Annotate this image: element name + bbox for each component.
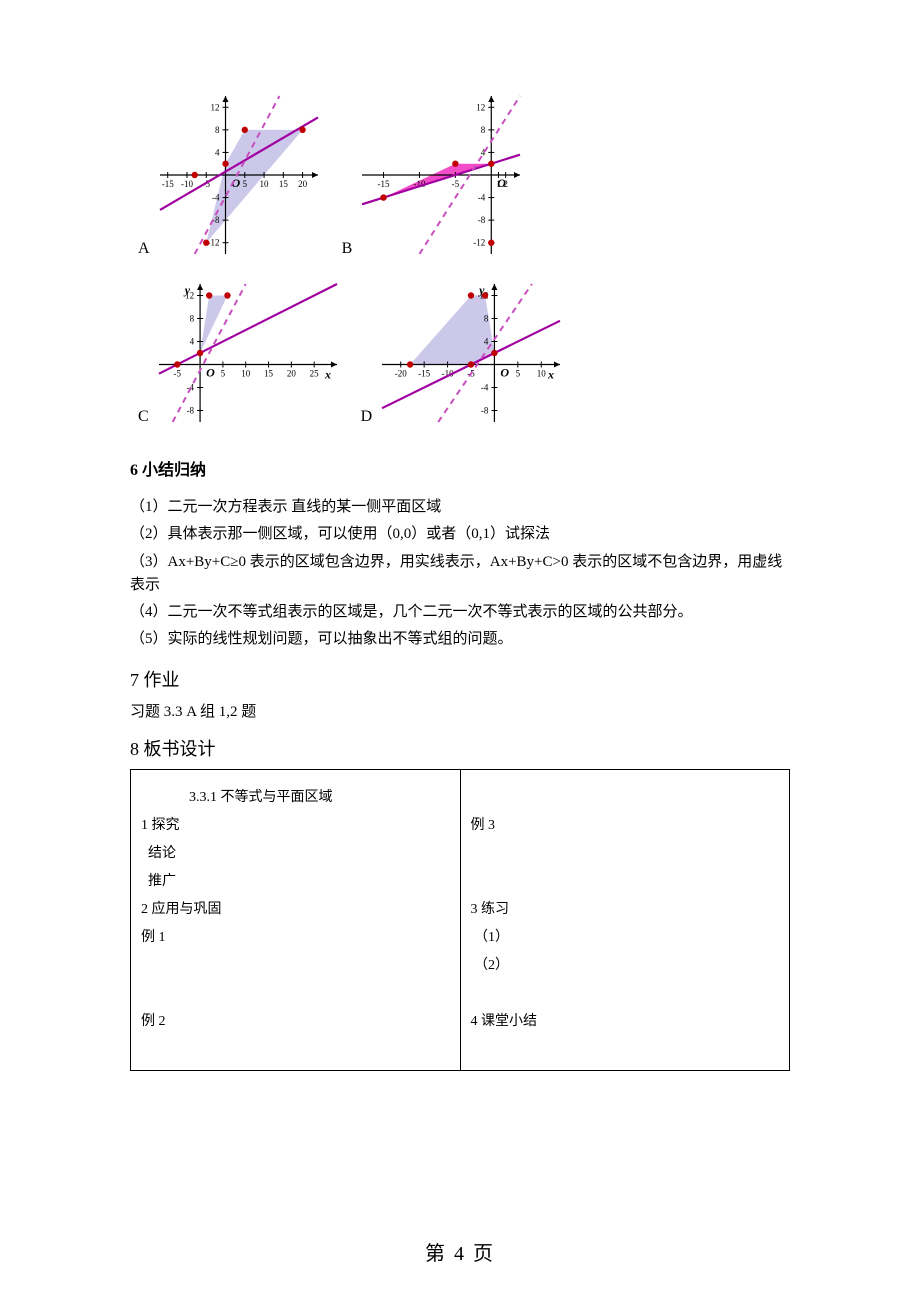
chart-b: -15-10-512-12-8-44812O xyxy=(356,90,526,260)
page: A -15-10-55101520-12-8-44812O B -15-10-5… xyxy=(0,0,920,1302)
svg-text:-5: -5 xyxy=(173,369,181,379)
chart-label-b: B xyxy=(342,240,353,258)
board-line: （1） xyxy=(471,924,780,952)
svg-text:8: 8 xyxy=(189,314,194,324)
svg-text:-4: -4 xyxy=(212,193,220,203)
svg-text:8: 8 xyxy=(215,125,220,135)
board-title: 3.3.1 不等式与平面区域 xyxy=(141,784,450,812)
board-line: 例 2 xyxy=(141,1008,450,1036)
chart-label-c: C xyxy=(138,408,149,426)
board-line: 2 应用与巩固 xyxy=(141,896,450,924)
svg-text:-8: -8 xyxy=(478,215,486,225)
svg-text:-15: -15 xyxy=(418,369,430,379)
section7-heading: 7 作业 xyxy=(130,666,790,692)
svg-text:10: 10 xyxy=(259,179,269,189)
svg-text:-12: -12 xyxy=(474,238,486,248)
svg-text:-8: -8 xyxy=(481,406,489,416)
section6-body: （1）二元一次方程表示 直线的某一侧平面区域 （2）具体表示那一侧区域，可以使用（… xyxy=(130,496,790,652)
svg-text:4: 4 xyxy=(481,147,486,157)
svg-text:O: O xyxy=(206,366,215,380)
board-line xyxy=(471,840,780,868)
board-line xyxy=(471,784,780,812)
chart-c: -5510152025-8-44812Oxy xyxy=(153,278,343,428)
svg-text:10: 10 xyxy=(241,369,251,379)
board-line: 例 1 xyxy=(141,924,450,952)
chart-label-a: A xyxy=(138,240,150,258)
chart-row-2: C -5510152025-8-44812Oxy D -20-15-10-551… xyxy=(138,278,790,428)
chart-cell-d: D -20-15-10-5510-8-44812Oxy xyxy=(361,278,567,428)
svg-text:-15: -15 xyxy=(378,179,390,189)
section6-heading: 6 小结归纳 xyxy=(130,456,790,480)
board-line: 3 练习 xyxy=(471,896,780,924)
summary-item: （3）Ax+By+C≥0 表示的区域包含边界，用实线表示，Ax+By+C>0 表… xyxy=(130,551,790,598)
svg-text:5: 5 xyxy=(220,369,225,379)
chart-cell-c: C -5510152025-8-44812Oxy xyxy=(138,278,343,428)
svg-text:12: 12 xyxy=(210,102,219,112)
svg-text:-4: -4 xyxy=(478,193,486,203)
summary-item: （2）具体表示那一侧区域，可以使用（0,0）或者（0,1）试探法 xyxy=(130,523,790,546)
summary-item: （1）二元一次方程表示 直线的某一侧平面区域 xyxy=(130,496,790,519)
svg-text:4: 4 xyxy=(484,337,489,347)
chart-label-d: D xyxy=(361,408,373,426)
svg-text:-4: -4 xyxy=(481,383,489,393)
svg-text:20: 20 xyxy=(287,369,297,379)
board-left-cell: 3.3.1 不等式与平面区域 1 探究 结论 推广2 应用与巩固例 1 例 2 xyxy=(131,769,461,1070)
board-line xyxy=(141,980,450,1008)
board-line xyxy=(471,980,780,1008)
board-right-body: 例 3 3 练习 （1） （2） 4 课堂小结 xyxy=(471,784,780,1036)
svg-text:x: x xyxy=(547,368,554,382)
svg-text:12: 12 xyxy=(477,102,486,112)
chart-grid: A -15-10-55101520-12-8-44812O B -15-10-5… xyxy=(138,90,790,428)
board-table: 3.3.1 不等式与平面区域 1 探究 结论 推广2 应用与巩固例 1 例 2 … xyxy=(130,769,790,1071)
board-left-body: 1 探究 结论 推广2 应用与巩固例 1 例 2 xyxy=(141,812,450,1036)
summary-item: （4）二元一次不等式组表示的区域是，几个二元一次不等式表示的区域的公共部分。 xyxy=(130,601,790,624)
svg-text:4: 4 xyxy=(189,337,194,347)
board-line: 例 3 xyxy=(471,812,780,840)
svg-text:-5: -5 xyxy=(452,179,460,189)
board-line: 1 探究 xyxy=(141,812,450,840)
svg-text:8: 8 xyxy=(481,125,486,135)
board-line: （2） xyxy=(471,952,780,980)
board-line: 结论 xyxy=(141,840,450,868)
svg-text:20: 20 xyxy=(298,179,308,189)
chart-d: -20-15-10-5510-8-44812Oxy xyxy=(376,278,566,428)
svg-text:5: 5 xyxy=(242,179,247,189)
svg-text:O: O xyxy=(501,366,510,380)
svg-text:O: O xyxy=(498,176,507,190)
section8-heading: 8 板书设计 xyxy=(130,735,790,761)
chart-cell-a: A -15-10-55101520-12-8-44812O xyxy=(138,90,324,260)
board-line: 推广 xyxy=(141,868,450,896)
svg-text:-10: -10 xyxy=(181,179,193,189)
chart-row-1: A -15-10-55101520-12-8-44812O B -15-10-5… xyxy=(138,90,790,260)
svg-text:15: 15 xyxy=(264,369,274,379)
section7-text: 习题 3.3 A 组 1,2 题 xyxy=(130,700,790,721)
svg-text:5: 5 xyxy=(516,369,521,379)
svg-text:-15: -15 xyxy=(161,179,173,189)
board-line xyxy=(141,952,450,980)
summary-item: （5）实际的线性规划问题，可以抽象出不等式组的问题。 xyxy=(130,628,790,651)
svg-text:-20: -20 xyxy=(395,369,407,379)
svg-text:10: 10 xyxy=(537,369,547,379)
svg-text:25: 25 xyxy=(309,369,319,379)
svg-text:4: 4 xyxy=(215,147,220,157)
board-line: 4 课堂小结 xyxy=(471,1008,780,1036)
page-number: 第 4 页 xyxy=(0,1237,920,1266)
svg-text:8: 8 xyxy=(484,314,489,324)
board-right-cell: 例 3 3 练习 （1） （2） 4 课堂小结 xyxy=(460,769,790,1070)
chart-a: -15-10-55101520-12-8-44812O xyxy=(154,90,324,260)
svg-text:x: x xyxy=(324,368,331,382)
board-line xyxy=(471,868,780,896)
svg-text:15: 15 xyxy=(278,179,288,189)
svg-text:-8: -8 xyxy=(186,406,194,416)
svg-text:y: y xyxy=(182,283,190,297)
chart-cell-b: B -15-10-512-12-8-44812O xyxy=(342,90,527,260)
